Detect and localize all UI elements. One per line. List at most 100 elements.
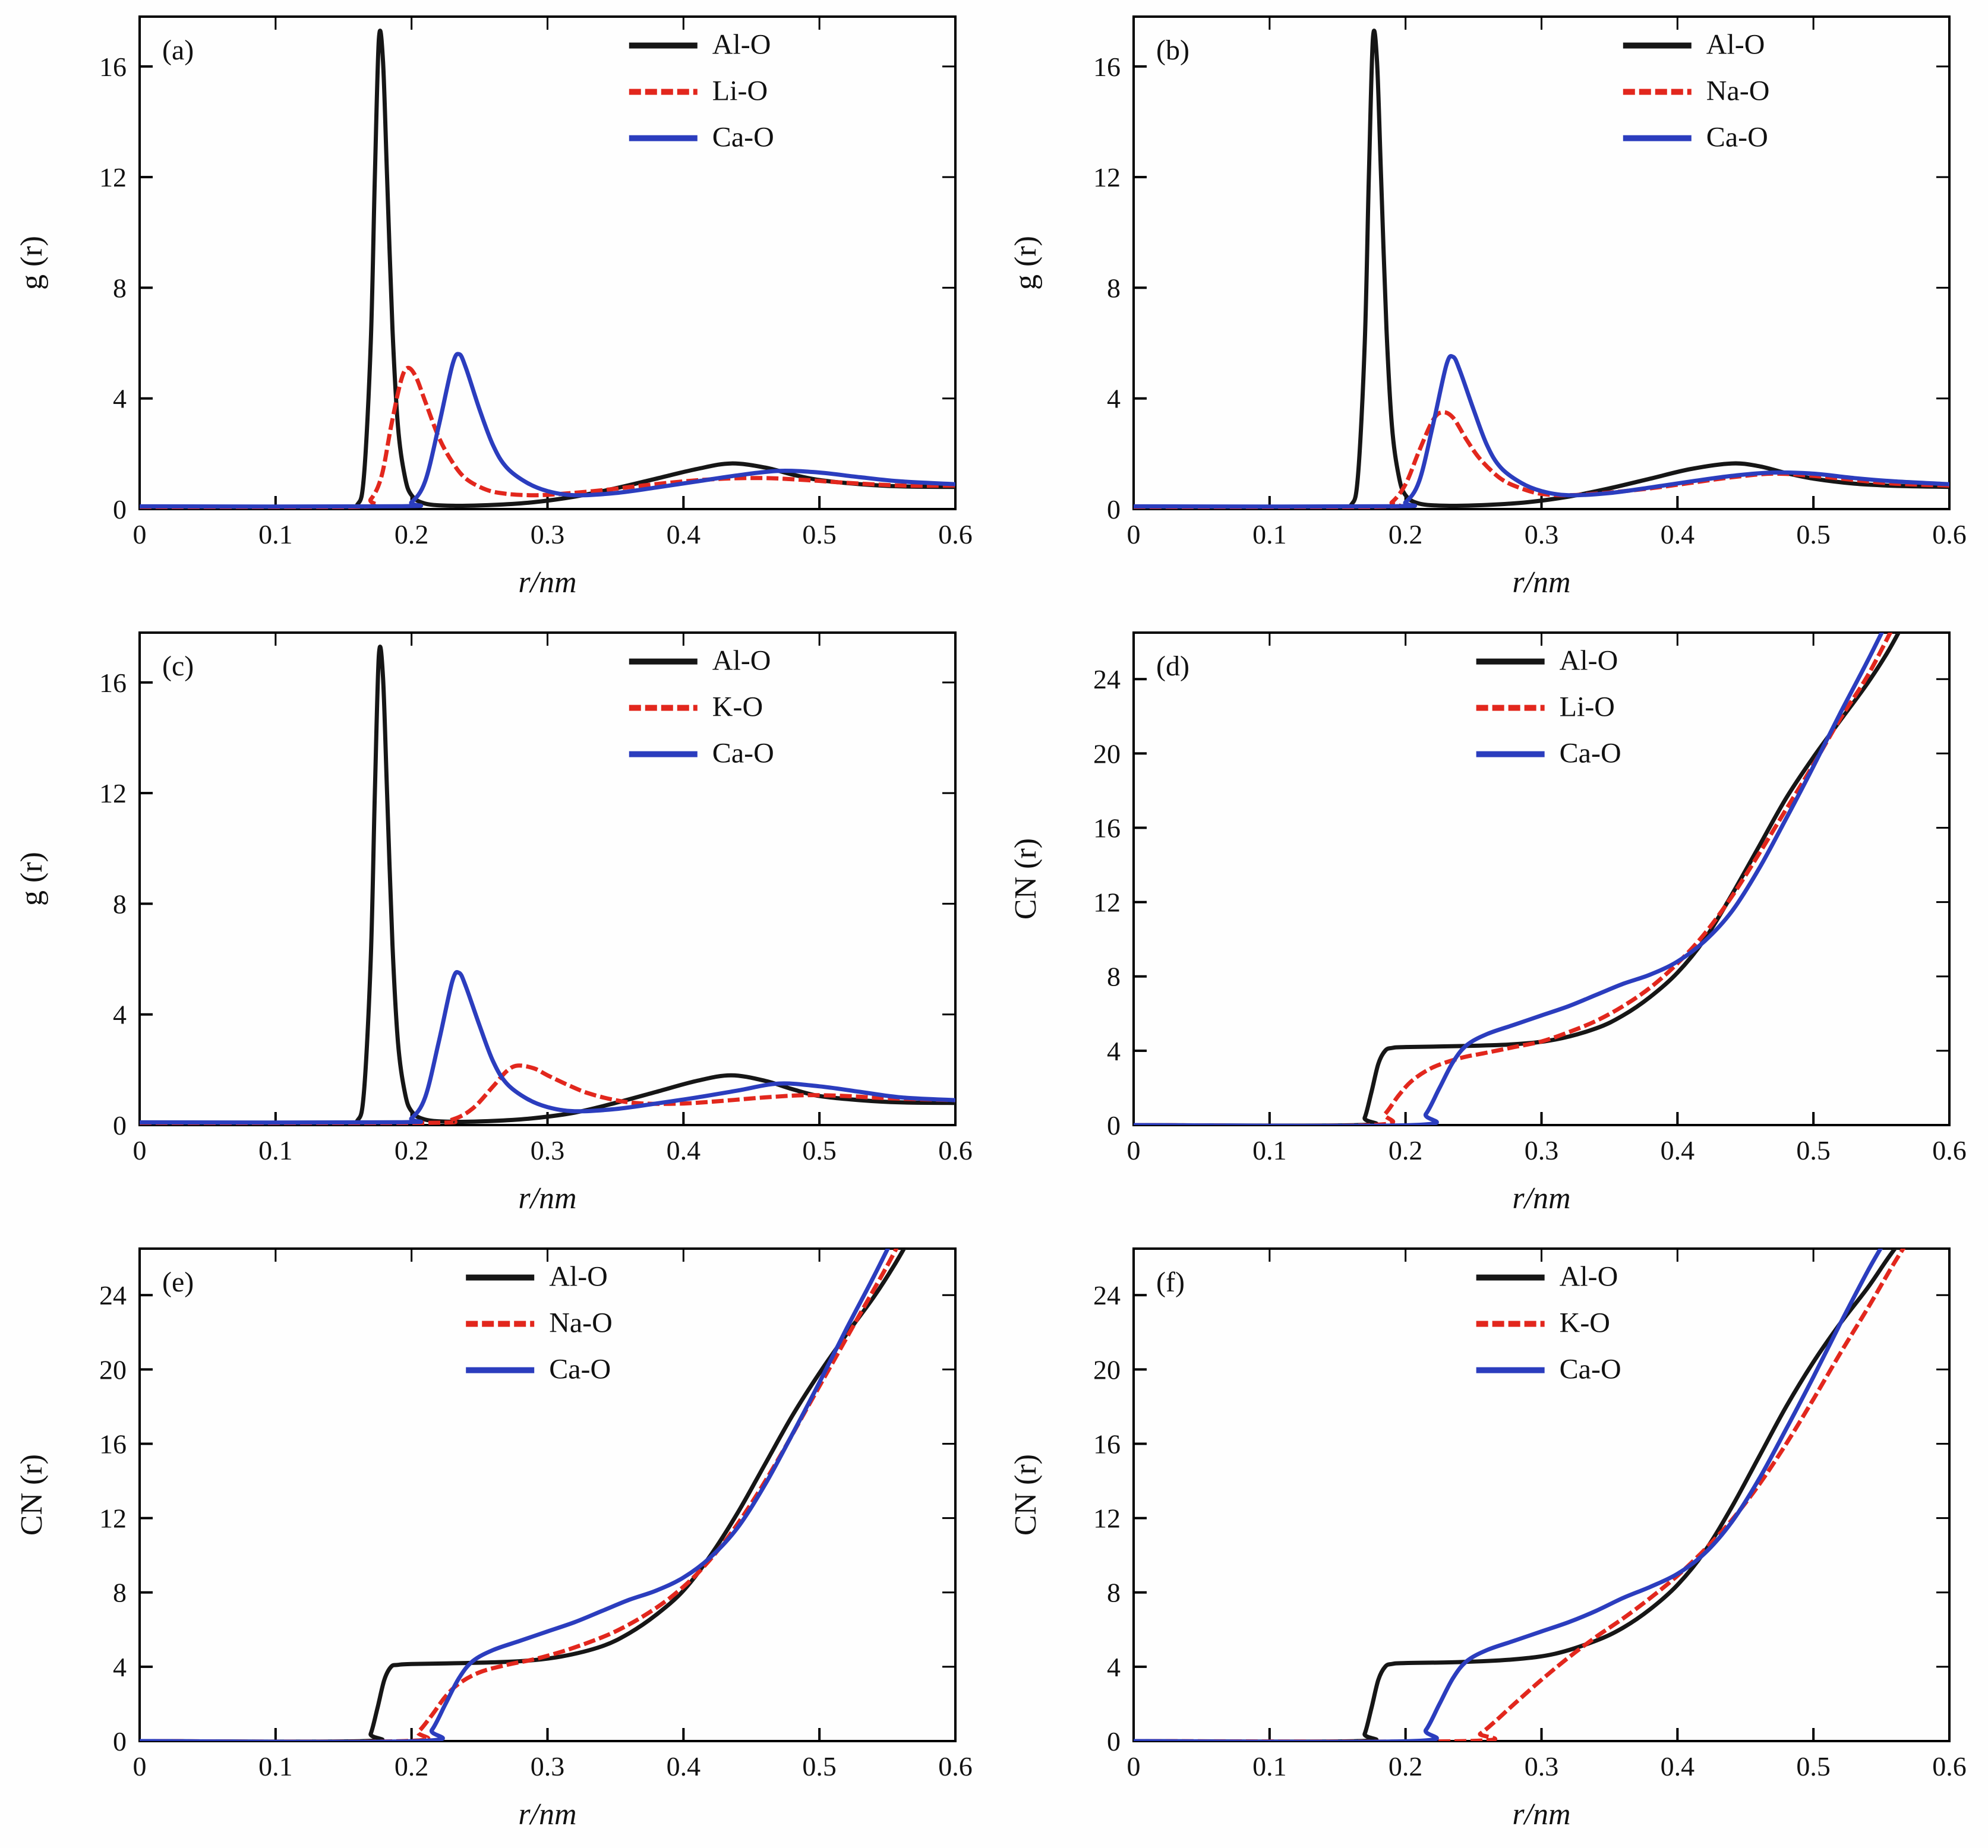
x-tick-label: 0.3 bbox=[531, 1751, 565, 1781]
curve-Ca-O bbox=[1134, 353, 1949, 509]
x-tick-label: 0.6 bbox=[938, 1135, 973, 1165]
plot-frame bbox=[1132, 15, 1951, 510]
y-tick-label: 20 bbox=[1093, 1354, 1121, 1385]
panel-label: (c) bbox=[162, 650, 194, 682]
curve-Ca-O bbox=[140, 352, 955, 509]
x-tick-label: 0.1 bbox=[258, 1135, 293, 1165]
y-tick-label: 4 bbox=[113, 384, 127, 414]
y-tick-label: 16 bbox=[99, 52, 127, 82]
y-tick-label: 12 bbox=[1093, 162, 1121, 192]
x-tick-label: 0 bbox=[1127, 519, 1141, 549]
y-tick-label: 0 bbox=[1107, 1110, 1121, 1141]
x-tick-label: 0.5 bbox=[1796, 1135, 1831, 1165]
legend-label-Al-O: Al-O bbox=[1560, 645, 1618, 677]
y-tick-label: 0 bbox=[113, 1726, 127, 1757]
y-tick-label: 0 bbox=[113, 494, 127, 525]
series-group bbox=[140, 29, 955, 509]
x-tick-label: 0.5 bbox=[1796, 519, 1831, 549]
curve-Al-O bbox=[1134, 29, 1949, 509]
x-tick-label: 0.2 bbox=[395, 519, 429, 549]
x-tick-label: 0.1 bbox=[258, 519, 293, 549]
y-axis-label: CN (r) bbox=[1009, 838, 1043, 920]
legend-label-K-O: K-O bbox=[1560, 1307, 1610, 1339]
legend-label-Li-O: Li-O bbox=[712, 75, 768, 107]
y-tick-label: 0 bbox=[113, 1110, 127, 1141]
y-tick-label: 24 bbox=[1093, 1280, 1121, 1310]
x-tick-label: 0.3 bbox=[1525, 519, 1559, 549]
y-tick-label: 20 bbox=[1093, 738, 1121, 769]
y-axis-label: g (r) bbox=[15, 852, 49, 906]
y-tick-label: 4 bbox=[1107, 384, 1121, 414]
x-tick-label: 0.6 bbox=[1932, 1751, 1967, 1781]
y-tick-label: 24 bbox=[99, 1280, 127, 1310]
panel-d: 0 0.1 0.2 0.3 0.4 0.5 0.6 0 4 8 12 16 20 24 r/nm CN (r)… bbox=[994, 616, 1988, 1232]
x-tick-label: 0.4 bbox=[667, 1751, 701, 1781]
x-tick-label: 0.6 bbox=[1932, 1135, 1967, 1165]
legend-label-Al-O: Al-O bbox=[712, 645, 771, 677]
legend-label-Na-O: Na-O bbox=[549, 1307, 613, 1339]
x-tick-label: 0 bbox=[133, 1135, 147, 1165]
series-group bbox=[140, 1249, 907, 1741]
panel-b: 0 0.1 0.2 0.3 0.4 0.5 0.6 0 4 8 12 16 r/nm g (r) (b) Al… bbox=[994, 0, 1988, 616]
curve-K-O bbox=[1134, 1249, 1906, 1741]
legend-label-Na-O: Na-O bbox=[1706, 75, 1770, 107]
x-tick-label: 0 bbox=[1127, 1751, 1141, 1781]
x-tick-label: 0.3 bbox=[531, 519, 565, 549]
curve-Ca-O bbox=[140, 969, 955, 1125]
curve-Na-O bbox=[140, 1249, 899, 1741]
y-tick-label: 8 bbox=[1107, 1578, 1121, 1608]
curve-Li-O bbox=[140, 365, 955, 509]
legend-label-Al-O: Al-O bbox=[1560, 1261, 1618, 1293]
series-group bbox=[1134, 29, 1949, 509]
curve-Al-O bbox=[1134, 633, 1901, 1125]
legend-label-Ca-O: Ca-O bbox=[549, 1354, 611, 1385]
legend-label-Ca-O: Ca-O bbox=[1560, 1354, 1621, 1385]
plot-frame bbox=[1132, 1247, 1951, 1742]
y-axis-label: CN (r) bbox=[1009, 1454, 1043, 1536]
x-axis-label: r/nm bbox=[518, 1182, 576, 1215]
x-axis-label: r/nm bbox=[1512, 1182, 1570, 1215]
y-tick-label: 12 bbox=[99, 1503, 127, 1534]
curve-Ca-O bbox=[1134, 633, 1885, 1125]
x-tick-label: 0.3 bbox=[1525, 1751, 1559, 1781]
x-tick-label: 0.1 bbox=[258, 1751, 293, 1781]
panel-label: (a) bbox=[162, 34, 194, 66]
plot-frame bbox=[138, 1247, 957, 1742]
y-tick-label: 8 bbox=[113, 889, 127, 919]
chart-svg: 0 0.1 0.2 0.3 0.4 0.5 0.6 0 4 8 12 16 r/nm g (r) (c) Al… bbox=[15, 631, 973, 1215]
panel-e: 0 0.1 0.2 0.3 0.4 0.5 0.6 0 4 8 12 16 20 24 r/nm CN (r)… bbox=[0, 1232, 994, 1848]
plot-frame bbox=[138, 15, 957, 510]
legend-label-Al-O: Al-O bbox=[1706, 29, 1765, 61]
x-axis-label: r/nm bbox=[518, 566, 576, 599]
curve-Ca-O bbox=[140, 1249, 891, 1741]
x-tick-label: 0.1 bbox=[1252, 1751, 1287, 1781]
x-tick-label: 0.5 bbox=[1796, 1751, 1831, 1781]
curve-Al-O bbox=[140, 645, 955, 1125]
y-tick-label: 8 bbox=[1107, 273, 1121, 303]
legend-label-Ca-O: Ca-O bbox=[712, 738, 774, 769]
y-tick-label: 8 bbox=[1107, 962, 1121, 992]
y-tick-label: 24 bbox=[1093, 664, 1121, 694]
y-tick-label: 0 bbox=[1107, 494, 1121, 525]
x-tick-label: 0.1 bbox=[1252, 519, 1287, 549]
plot-frame bbox=[138, 631, 957, 1126]
chart-svg: 0 0.1 0.2 0.3 0.4 0.5 0.6 0 4 8 12 16 r/nm g (r) (a) Al… bbox=[15, 15, 973, 599]
series-group bbox=[1134, 1249, 1906, 1741]
panel-a: 0 0.1 0.2 0.3 0.4 0.5 0.6 0 4 8 12 16 r/nm g (r) (a) Al… bbox=[0, 0, 994, 616]
legend-label-K-O: K-O bbox=[712, 691, 763, 723]
x-tick-label: 0 bbox=[1127, 1135, 1141, 1165]
x-tick-label: 0.5 bbox=[802, 519, 837, 549]
curve-Ca-O bbox=[1134, 1249, 1883, 1741]
chart-svg: 0 0.1 0.2 0.3 0.4 0.5 0.6 0 4 8 12 16 20 24 r/nm CN (r)… bbox=[15, 1247, 973, 1831]
x-tick-label: 0.6 bbox=[938, 1751, 973, 1781]
x-tick-label: 0.3 bbox=[531, 1135, 565, 1165]
curve-K-O bbox=[140, 1063, 955, 1125]
y-tick-label: 12 bbox=[1093, 887, 1121, 918]
y-tick-label: 4 bbox=[113, 1000, 127, 1030]
y-tick-label: 16 bbox=[1093, 52, 1121, 82]
chart-svg: 0 0.1 0.2 0.3 0.4 0.5 0.6 0 4 8 12 16 20 24 r/nm CN (r)… bbox=[1009, 631, 1967, 1215]
series-group bbox=[140, 645, 955, 1125]
y-tick-label: 16 bbox=[99, 1429, 127, 1459]
y-axis-label: g (r) bbox=[1009, 236, 1043, 290]
panel-label: (e) bbox=[162, 1266, 194, 1298]
